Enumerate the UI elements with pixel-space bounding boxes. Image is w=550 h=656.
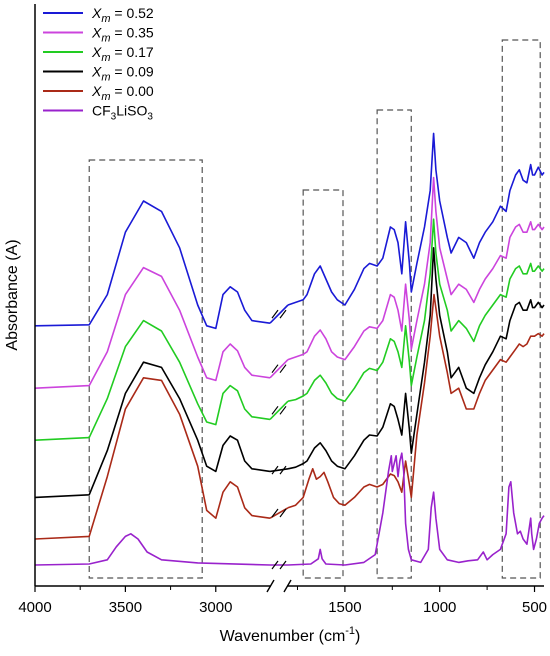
legend-label: Xm = 0.17: [91, 44, 154, 64]
x-tick-label: 500: [522, 599, 547, 616]
series-line-1-part-1: [34, 200, 271, 330]
y-axis-title: Absorbance (A): [4, 239, 21, 350]
highlight-box: [88, 159, 203, 579]
x-axis-title-sup: -1: [345, 625, 355, 637]
x-axis-break-gap: [271, 580, 287, 592]
series-break-mark: [271, 508, 279, 518]
series-line-4-part-1: [34, 361, 271, 499]
series-line-4-part-2: [287, 247, 545, 470]
x-ticks: 4000 3500 3000 1500 1000 500: [18, 586, 547, 616]
x-axis-title-main: Wavenumber (cm: [220, 628, 346, 645]
x-tick-label: 4000: [18, 599, 51, 616]
series-break-connector: [269, 304, 289, 324]
x-axis-title: Wavenumber (cm-1): [220, 625, 361, 645]
x-tick-label: 1500: [328, 599, 361, 616]
legend-label: CF3LiSO3: [92, 103, 153, 123]
series-break-mark: [271, 560, 279, 570]
x-axis-break-mark: [266, 579, 275, 593]
series-break-mark: [279, 309, 287, 319]
x-tick-label: 3000: [199, 599, 232, 616]
legend-label: Xm = 0.09: [91, 64, 154, 84]
highlight-box: [302, 189, 344, 579]
series-line-6-part-1: [34, 533, 271, 566]
series-break-mark: [279, 405, 287, 415]
legend-label: Xm = 0.00: [91, 83, 154, 103]
series-break-mark: [271, 405, 279, 415]
series-line-1-part-2: [287, 132, 545, 306]
series-line-5-part-1: [34, 377, 271, 540]
series-line-5-part-2: [287, 293, 545, 509]
series-break-mark: [279, 465, 287, 475]
series-break-connector: [269, 468, 289, 473]
series-break-mark: [271, 465, 279, 475]
series-break-mark: [279, 364, 287, 374]
series-line-3-part-2: [287, 218, 545, 402]
series-line-2-part-1: [34, 266, 271, 389]
legend-label: Xm = 0.35: [91, 25, 154, 45]
highlight-box: [376, 109, 412, 579]
series-line-2-part-2: [287, 176, 545, 361]
axis-break: [266, 309, 292, 593]
series-break-mark: [279, 508, 287, 518]
series-break-connector: [269, 359, 289, 379]
highlight-box: [501, 39, 541, 579]
series-break-connector: [269, 400, 289, 420]
series-break-mark: [279, 560, 287, 570]
series-line-3-part-1: [34, 319, 271, 441]
x-axis-break-mark: [283, 579, 292, 593]
series-line-6-part-2: [287, 452, 545, 566]
highlight-boxes: [88, 39, 541, 579]
legend-label: Xm = 0.52: [91, 5, 154, 25]
x-axis-title-end: ): [355, 628, 360, 645]
x-tick-label: 3500: [109, 599, 142, 616]
axes: [34, 4, 544, 587]
series-group: [34, 132, 545, 566]
series-break-mark: [271, 364, 279, 374]
series-break-mark: [271, 309, 279, 319]
x-tick-label: 1000: [423, 599, 456, 616]
